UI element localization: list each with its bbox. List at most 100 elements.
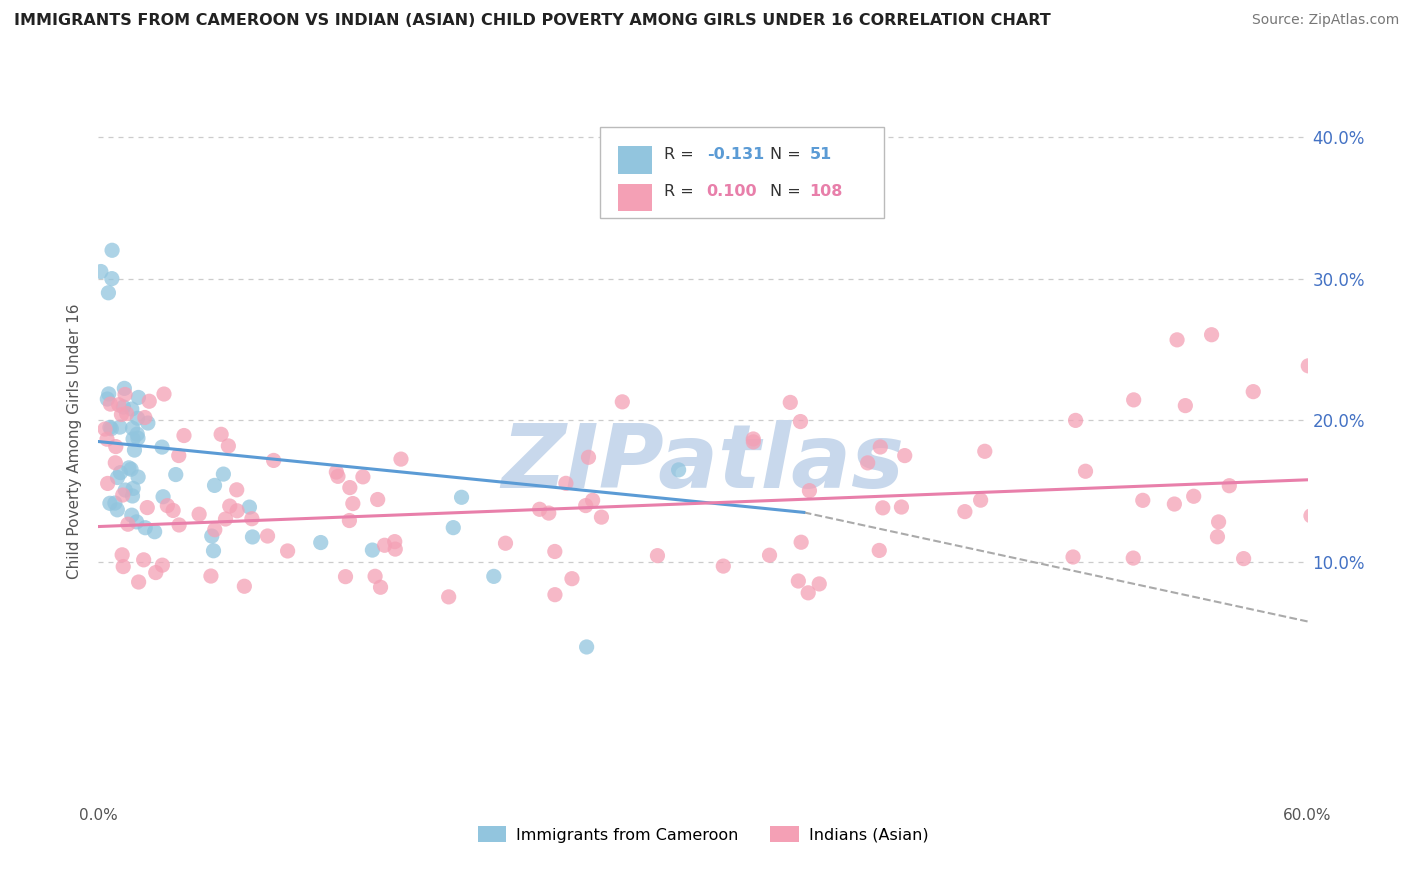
Point	[799, 483, 821, 498]
Point	[97, 387, 120, 401]
Point	[787, 574, 810, 588]
Point	[742, 434, 765, 449]
Point	[240, 512, 263, 526]
Point	[1074, 464, 1097, 478]
Point	[711, 559, 734, 574]
Point	[111, 548, 134, 562]
Point	[97, 285, 120, 300]
Point	[575, 640, 598, 654]
Point	[96, 392, 118, 406]
Point	[167, 449, 190, 463]
Point	[107, 470, 129, 484]
Point	[869, 440, 891, 454]
Point	[342, 497, 364, 511]
Point	[118, 460, 141, 475]
Point	[132, 553, 155, 567]
Point	[1208, 515, 1230, 529]
Point	[872, 500, 894, 515]
Point	[482, 569, 505, 583]
Text: 108: 108	[810, 184, 842, 199]
Point	[1132, 493, 1154, 508]
Point	[537, 506, 560, 520]
FancyBboxPatch shape	[619, 146, 652, 174]
Point	[136, 416, 159, 430]
Point	[779, 395, 801, 409]
Point	[364, 569, 387, 583]
Point	[256, 529, 278, 543]
Point	[165, 467, 187, 482]
Point	[367, 492, 389, 507]
Point	[217, 439, 239, 453]
Point	[127, 391, 149, 405]
Point	[225, 483, 247, 497]
Point	[127, 431, 149, 445]
Text: ZIPatlas: ZIPatlas	[502, 420, 904, 507]
Point	[969, 493, 991, 508]
Point	[121, 421, 143, 435]
Point	[143, 524, 166, 539]
Text: R =: R =	[664, 146, 699, 161]
Point	[145, 566, 167, 580]
FancyBboxPatch shape	[600, 128, 884, 218]
Point	[98, 420, 121, 434]
Point	[117, 517, 139, 532]
Point	[856, 456, 879, 470]
Point	[893, 449, 915, 463]
Point	[1299, 508, 1322, 523]
Point	[790, 535, 813, 549]
Point	[973, 444, 995, 458]
Point	[104, 456, 127, 470]
Point	[441, 521, 464, 535]
Point	[110, 466, 132, 480]
Point	[1233, 551, 1256, 566]
Point	[612, 394, 634, 409]
Y-axis label: Child Poverty Among Girls Under 16: Child Poverty Among Girls Under 16	[67, 304, 83, 579]
Point	[125, 515, 148, 529]
Point	[104, 440, 127, 454]
Point	[110, 408, 132, 422]
Point	[162, 503, 184, 517]
Point	[121, 508, 143, 523]
Point	[156, 499, 179, 513]
Point	[544, 544, 567, 558]
Point	[150, 558, 173, 573]
Point	[1122, 551, 1144, 566]
Point	[100, 422, 122, 436]
Text: N =: N =	[769, 184, 806, 199]
Point	[200, 569, 222, 583]
Point	[1218, 479, 1240, 493]
Text: -0.131: -0.131	[707, 146, 763, 161]
Point	[202, 543, 225, 558]
Point	[309, 535, 332, 549]
Point	[97, 476, 120, 491]
Point	[112, 559, 135, 574]
Point	[742, 432, 765, 446]
Point	[134, 521, 156, 535]
Point	[121, 489, 143, 503]
Point	[138, 394, 160, 409]
Point	[122, 432, 145, 446]
Point	[890, 500, 912, 514]
Point	[374, 538, 396, 552]
Point	[107, 398, 129, 412]
Point	[127, 470, 149, 484]
Point	[150, 440, 173, 454]
Point	[226, 504, 249, 518]
Point	[339, 514, 361, 528]
Point	[544, 588, 567, 602]
Point	[581, 493, 603, 508]
Point	[134, 410, 156, 425]
Point	[789, 415, 811, 429]
Point	[575, 499, 598, 513]
Point	[1174, 399, 1197, 413]
Point	[561, 572, 583, 586]
Point	[204, 478, 226, 492]
Point	[218, 499, 240, 513]
Text: 51: 51	[810, 146, 832, 161]
Point	[127, 427, 149, 442]
Point	[1298, 359, 1320, 373]
Point	[112, 400, 135, 414]
Point	[1166, 333, 1188, 347]
Point	[326, 469, 349, 483]
Point	[352, 470, 374, 484]
